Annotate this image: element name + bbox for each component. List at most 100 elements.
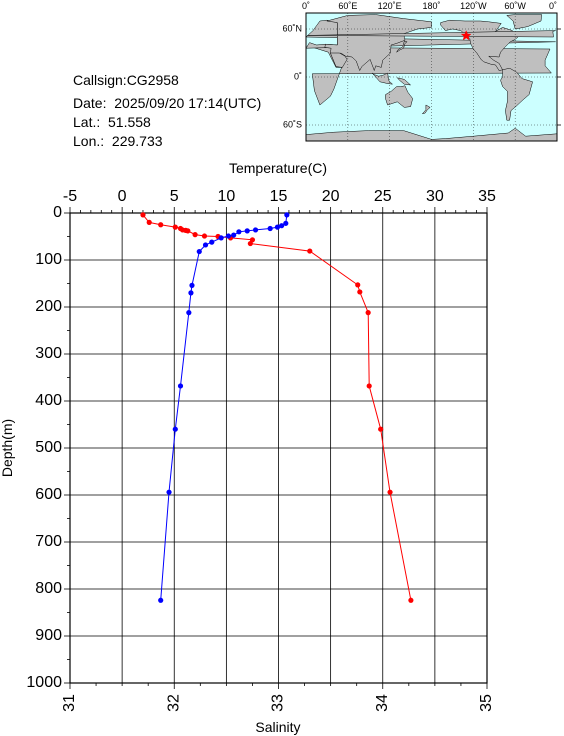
- temperature-data-point: [247, 240, 253, 247]
- depth-tick-label: 100: [35, 251, 62, 268]
- temperature-tick-label: 5: [170, 188, 179, 205]
- depth-tick-label: 800: [35, 580, 62, 597]
- map-latitude-label: 0˚: [294, 71, 302, 81]
- temperature-data-point: [355, 282, 361, 288]
- salinity-tick-label: 32: [165, 694, 182, 712]
- depth-tick-label: 900: [35, 627, 62, 644]
- temperature-tick-label: 25: [374, 188, 392, 205]
- salinity-tick-label: 35: [478, 694, 495, 712]
- land-mass: [372, 72, 394, 85]
- salinity-data-point: [186, 310, 192, 316]
- salinity-tick-label: 33: [270, 694, 287, 712]
- land-mass: [421, 104, 431, 115]
- depth-axis-title: Depth(m): [0, 419, 15, 477]
- temperature-data-point: [172, 224, 178, 230]
- temperature-data-point: [158, 222, 164, 228]
- temperature-data-point: [146, 219, 152, 225]
- depth-tick-label: 0: [53, 204, 62, 221]
- temperature-tick-label: -5: [63, 188, 77, 205]
- map-longitude-label: 180˚: [422, 1, 440, 11]
- temperature-data-point: [185, 228, 191, 234]
- salinity-data-point: [267, 225, 273, 232]
- plot-ticks: [64, 207, 488, 689]
- longitude-label: Lon.: 229.733: [73, 133, 163, 149]
- salinity-data-point: [166, 489, 172, 495]
- plot-series: [140, 212, 414, 603]
- map-latitude-label: 60˚S: [283, 119, 302, 129]
- salinity-data-point: [231, 232, 237, 238]
- salinity-axis-title: Salinity: [255, 719, 300, 735]
- salinity-data-point: [189, 282, 195, 288]
- temperature-tick-label: 15: [270, 188, 288, 205]
- map-latitude-label: 60˚N: [282, 23, 302, 33]
- temperature-data-point: [378, 426, 384, 432]
- map-longitude-label: 120˚W: [460, 1, 487, 11]
- depth-tick-label: 700: [35, 533, 62, 550]
- temperature-data-point: [387, 489, 393, 495]
- salinity-tick-label: 31: [61, 694, 78, 712]
- salinity-data-point: [252, 227, 259, 233]
- temperature-tick-label: 35: [478, 188, 496, 205]
- temperature-data-point: [357, 289, 363, 295]
- salinity-data-point: [172, 426, 178, 432]
- map-land: [305, 14, 558, 142]
- land-mass: [385, 85, 413, 108]
- map-longitude-label: 60˚W: [504, 1, 526, 11]
- salinity-profile-line: [160, 214, 288, 601]
- temperature-data-point: [192, 232, 198, 238]
- temperature-tick-label: 30: [426, 188, 444, 205]
- depth-tick-label: 600: [35, 486, 62, 503]
- depth-tick-label: 300: [35, 345, 62, 362]
- temperature-data-point: [408, 597, 414, 603]
- land-mass: [324, 14, 432, 72]
- temperature-data-point: [366, 383, 372, 389]
- temperature-tick-label: 10: [217, 188, 235, 205]
- salinity-data-point: [188, 290, 194, 296]
- date-label: Date: 2025/09/20 17:14(UTC): [73, 95, 262, 111]
- depth-tick-label: 400: [35, 392, 62, 409]
- depth-tick-label: 1000: [26, 674, 62, 691]
- temperature-tick-label: 20: [322, 188, 340, 205]
- salinity-data-point: [283, 220, 289, 226]
- salinity-data-point: [158, 597, 164, 603]
- map-longitude-label: 0˚: [549, 1, 557, 11]
- depth-tick-label: 500: [35, 439, 62, 456]
- temperature-profile-line: [142, 214, 412, 601]
- salinity-data-point: [202, 242, 209, 248]
- temperature-data-point: [365, 310, 371, 316]
- salinity-data-point: [225, 233, 232, 239]
- salinity-data-point: [236, 229, 242, 235]
- latitude-label: Lat.: 51.558: [73, 114, 151, 130]
- plot-grid: [70, 213, 487, 683]
- salinity-data-point: [177, 383, 184, 389]
- location-star: [460, 30, 472, 41]
- land-mass: [307, 30, 556, 38]
- salinity-tick-label: 34: [374, 694, 391, 712]
- map-longitude-label: 0˚: [302, 1, 310, 11]
- callsign-label: Callsign:CG2958: [73, 72, 179, 88]
- salinity-data-point: [244, 228, 250, 234]
- land-mass: [396, 40, 408, 53]
- temperature-data-point: [201, 233, 208, 239]
- map-labels: 0˚ 60˚E 120˚E 180˚ 120˚W 60˚W 0˚ 60˚N 0˚ 60˚S: [282, 1, 561, 129]
- land-mass: [330, 52, 348, 68]
- star-icon: [460, 30, 472, 41]
- land-mass: [506, 14, 542, 30]
- map-graticule: [306, 13, 557, 141]
- temperature-data-point: [140, 212, 146, 218]
- salinity-data-point: [209, 239, 215, 245]
- salinity-data-point: [274, 224, 281, 230]
- salinity-data-point: [284, 212, 290, 218]
- temperature-axis-title: Temperature(C): [229, 160, 327, 176]
- temperature-data-point: [307, 248, 313, 254]
- salinity-data-point: [196, 248, 202, 255]
- salinity-data-point: [218, 235, 224, 241]
- depth-tick-label: 200: [35, 298, 62, 315]
- land-mass: [500, 67, 533, 121]
- map-longitude-label: 60˚E: [338, 1, 357, 11]
- map-longitude-label: 120˚E: [378, 1, 402, 11]
- salinity-data-point: [279, 223, 285, 229]
